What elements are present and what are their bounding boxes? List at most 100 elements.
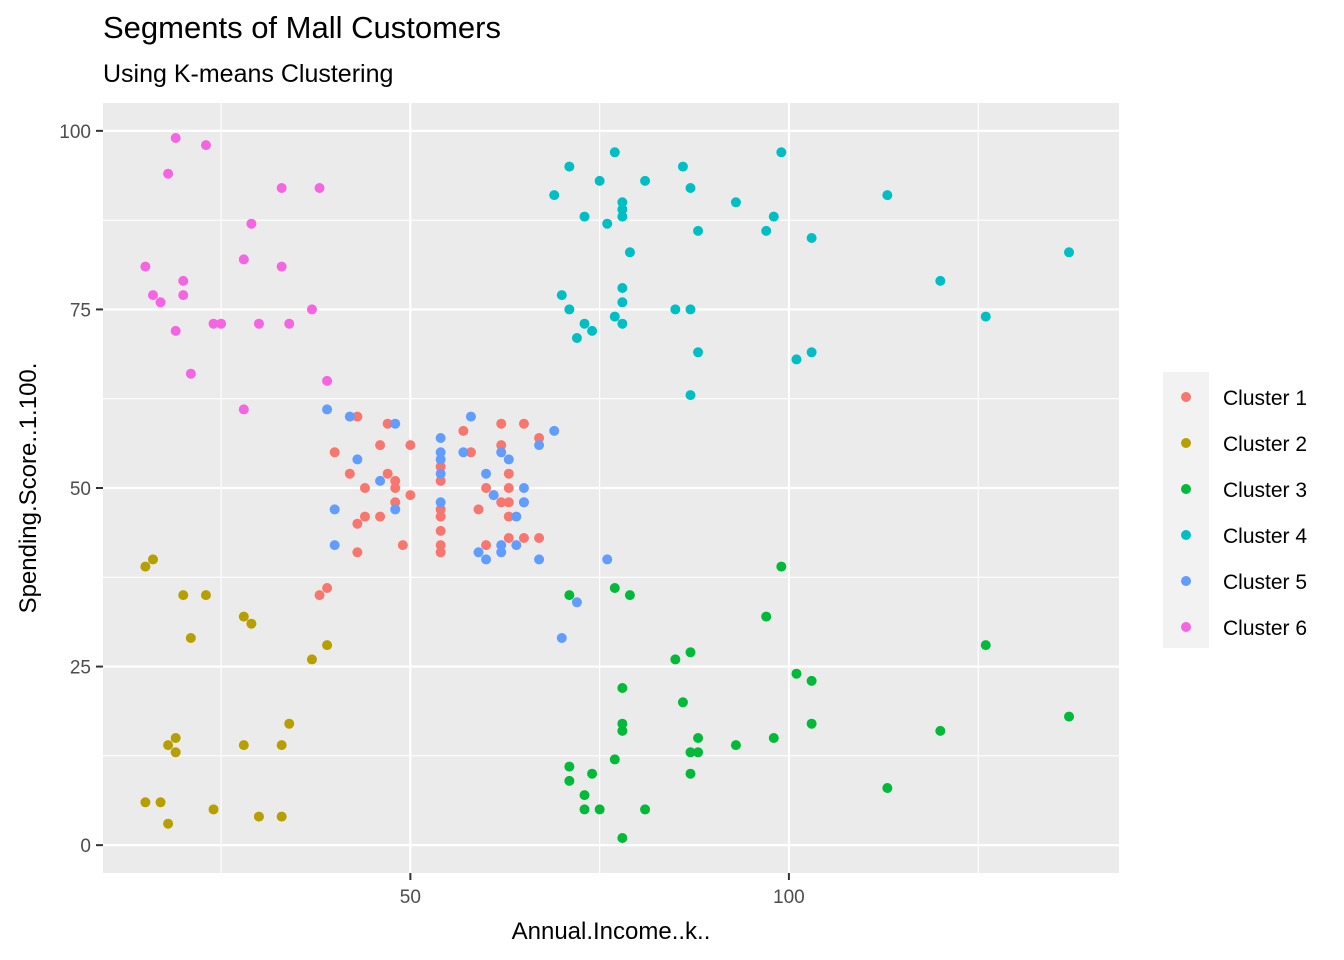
data-point-cluster-4 bbox=[730, 197, 741, 208]
data-point-cluster-4 bbox=[564, 161, 575, 172]
data-point-cluster-3 bbox=[670, 654, 681, 665]
data-point-cluster-6 bbox=[170, 133, 181, 143]
data-point-cluster-1 bbox=[534, 433, 545, 443]
data-point-cluster-2 bbox=[140, 797, 151, 808]
data-point-cluster-2 bbox=[208, 804, 219, 815]
data-point-cluster-1 bbox=[359, 511, 370, 522]
legend-key-cluster-4 bbox=[1181, 530, 1191, 540]
data-point-cluster-4 bbox=[640, 175, 651, 186]
y-tick-label: 100 bbox=[59, 122, 91, 143]
data-point-cluster-4 bbox=[609, 147, 620, 158]
data-point-cluster-3 bbox=[579, 804, 590, 815]
data-point-cluster-3 bbox=[980, 640, 991, 651]
data-point-cluster-4 bbox=[935, 275, 946, 286]
data-point-cluster-5 bbox=[511, 511, 522, 522]
data-point-cluster-3 bbox=[882, 783, 893, 793]
data-point-cluster-6 bbox=[208, 318, 219, 329]
data-point-cluster-3 bbox=[693, 747, 704, 758]
data-point-cluster-4 bbox=[980, 311, 991, 322]
data-point-cluster-1 bbox=[518, 418, 529, 429]
data-point-cluster-3 bbox=[1064, 711, 1075, 722]
data-point-cluster-1 bbox=[382, 468, 393, 479]
x-axis-title: Annual.Income..k.. bbox=[512, 918, 711, 945]
data-point-cluster-1 bbox=[503, 483, 514, 493]
data-point-cluster-1 bbox=[503, 533, 514, 543]
x-tick-label: 100 bbox=[773, 887, 805, 908]
data-point-cluster-6 bbox=[170, 325, 181, 336]
data-point-cluster-4 bbox=[693, 347, 704, 358]
data-point-cluster-2 bbox=[276, 811, 287, 822]
data-point-cluster-4 bbox=[587, 325, 598, 336]
data-point-cluster-1 bbox=[481, 483, 492, 493]
data-point-cluster-2 bbox=[306, 654, 317, 665]
data-point-cluster-4 bbox=[776, 147, 787, 158]
data-point-cluster-4 bbox=[602, 218, 613, 229]
legend-key-cluster-6 bbox=[1181, 622, 1191, 632]
data-point-cluster-1 bbox=[435, 511, 446, 522]
data-point-cluster-3 bbox=[617, 833, 628, 843]
data-point-cluster-6 bbox=[200, 140, 211, 151]
data-point-cluster-5 bbox=[556, 633, 567, 643]
legend-label-cluster-3: Cluster 3 bbox=[1223, 479, 1307, 502]
data-point-cluster-1 bbox=[344, 468, 355, 479]
data-point-cluster-4 bbox=[693, 225, 704, 236]
data-point-cluster-3 bbox=[935, 725, 946, 736]
data-point-cluster-4 bbox=[564, 304, 575, 315]
data-point-cluster-2 bbox=[253, 811, 264, 822]
data-point-cluster-2 bbox=[147, 554, 158, 565]
data-point-cluster-4 bbox=[685, 183, 696, 193]
data-point-cluster-6 bbox=[185, 368, 196, 379]
data-point-cluster-6 bbox=[276, 183, 287, 193]
data-point-cluster-5 bbox=[511, 540, 522, 551]
data-point-cluster-1 bbox=[435, 547, 446, 558]
data-point-cluster-6 bbox=[216, 318, 227, 329]
data-point-cluster-1 bbox=[435, 525, 446, 536]
data-point-cluster-1 bbox=[375, 440, 386, 451]
data-point-cluster-1 bbox=[534, 533, 545, 543]
data-point-cluster-5 bbox=[481, 468, 492, 479]
data-point-cluster-5 bbox=[496, 547, 507, 558]
data-point-cluster-3 bbox=[579, 790, 590, 801]
data-point-cluster-3 bbox=[587, 768, 598, 779]
data-point-cluster-4 bbox=[609, 311, 620, 322]
data-point-cluster-5 bbox=[344, 411, 355, 422]
data-point-cluster-5 bbox=[390, 418, 401, 429]
data-point-cluster-5 bbox=[496, 540, 507, 551]
data-point-cluster-1 bbox=[375, 511, 386, 522]
data-point-cluster-1 bbox=[435, 540, 446, 551]
data-point-cluster-1 bbox=[518, 533, 529, 543]
data-point-cluster-4 bbox=[882, 190, 893, 201]
data-point-cluster-5 bbox=[435, 454, 446, 465]
y-tick-label: 50 bbox=[70, 479, 91, 500]
data-point-cluster-5 bbox=[488, 490, 499, 501]
data-point-cluster-3 bbox=[564, 590, 575, 601]
data-point-cluster-4 bbox=[549, 190, 560, 201]
data-point-cluster-5 bbox=[329, 540, 340, 551]
data-point-cluster-4 bbox=[685, 390, 696, 401]
data-point-cluster-4 bbox=[617, 283, 628, 293]
data-point-cluster-3 bbox=[624, 590, 635, 601]
data-point-cluster-2 bbox=[238, 740, 249, 751]
y-axis-title: Spending.Score..1.100. bbox=[15, 363, 42, 614]
data-point-cluster-1 bbox=[405, 440, 416, 451]
data-point-cluster-3 bbox=[640, 804, 651, 815]
data-point-cluster-2 bbox=[246, 618, 257, 629]
data-point-cluster-3 bbox=[617, 683, 628, 693]
x-axis-ticks: 50 100 bbox=[400, 873, 805, 908]
data-point-cluster-1 bbox=[496, 497, 507, 508]
legend-key-cluster-5 bbox=[1181, 576, 1191, 586]
data-point-cluster-1 bbox=[465, 447, 476, 458]
data-point-cluster-2 bbox=[163, 740, 174, 751]
y-tick-label: 0 bbox=[80, 836, 91, 857]
data-point-cluster-3 bbox=[768, 733, 779, 743]
data-point-cluster-4 bbox=[617, 318, 628, 329]
data-point-cluster-4 bbox=[617, 297, 628, 308]
data-point-cluster-3 bbox=[730, 740, 741, 751]
legend-label-cluster-6: Cluster 6 bbox=[1223, 617, 1307, 640]
data-point-cluster-3 bbox=[594, 804, 605, 815]
data-point-cluster-6 bbox=[246, 218, 257, 229]
data-point-cluster-3 bbox=[677, 697, 688, 708]
data-point-cluster-5 bbox=[458, 447, 469, 458]
data-point-cluster-5 bbox=[435, 497, 446, 508]
data-point-cluster-4 bbox=[761, 225, 772, 236]
